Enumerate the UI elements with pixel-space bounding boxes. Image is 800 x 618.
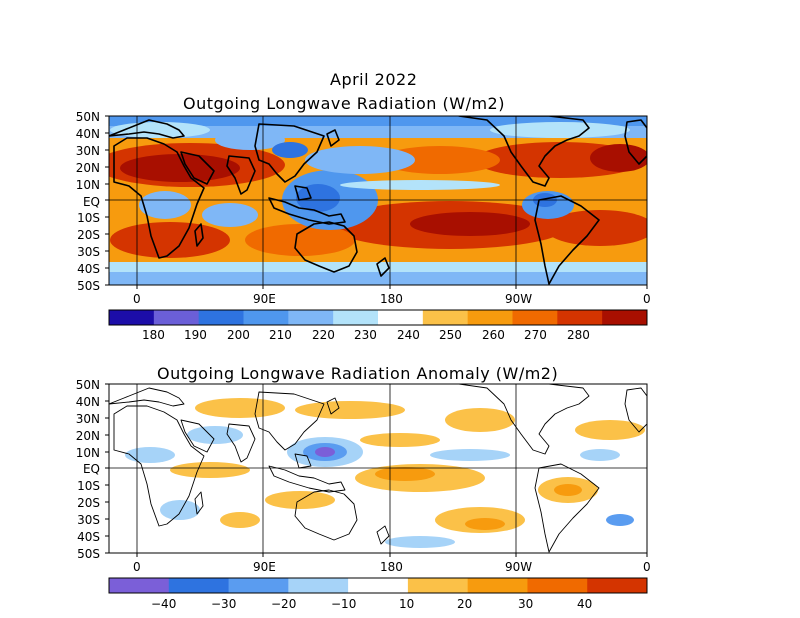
anomaly-lat-label: EQ (82, 462, 100, 476)
anomaly-colorbar (109, 578, 648, 593)
olr-colorbar-swatch (243, 310, 289, 325)
olr-lat-label: 10S (77, 211, 100, 225)
olr-colorbar-swatch (109, 310, 155, 325)
olr-colorbar-swatch (512, 310, 558, 325)
olr-colorbar-swatch (557, 310, 603, 325)
olr-lat-label: 50S (77, 279, 100, 293)
anomaly-colorbar-label: −40 (151, 597, 177, 611)
anomaly-colorbar-label: 30 (518, 597, 534, 611)
anomaly-lat-label: 50N (75, 378, 100, 392)
olr-colorbar-label: 180 (142, 328, 165, 342)
olr-map (109, 116, 647, 285)
anomaly-colorbar-label: 20 (457, 597, 473, 611)
olr-colorbar-label: 250 (439, 328, 462, 342)
olr-lon-label: 0 (133, 292, 141, 306)
olr-colorbar-label: 230 (354, 328, 377, 342)
olr-lon-label: 90E (253, 292, 276, 306)
olr-colorbar-label: 240 (397, 328, 420, 342)
anomaly-lat-label: 30N (75, 412, 100, 426)
olr-lat-label: 30N (75, 144, 100, 158)
anomaly-lon-label: 90E (253, 560, 276, 574)
olr-lat-label: 20N (75, 161, 100, 175)
anomaly-lon-label: 0 (643, 560, 651, 574)
anomaly-map-title: Outgoing Longwave Radiation Anomaly (W/m… (157, 364, 559, 383)
anomaly-lat-label: 50S (77, 547, 100, 561)
anomaly-lat-label: 20S (77, 496, 100, 510)
anomaly-colorbar-swatch (587, 578, 648, 593)
anomaly-colorbar-swatch (109, 578, 170, 593)
olr-lat-label: 40N (75, 127, 100, 141)
olr-colorbar-label: 220 (312, 328, 335, 342)
olr-lat-label: 20S (77, 228, 100, 242)
olr-lon-label: 0 (643, 292, 651, 306)
olr-lat-label: 30S (77, 245, 100, 259)
olr-colorbar-label: 260 (482, 328, 505, 342)
anomaly-colorbar-swatch (407, 578, 469, 593)
olr-colorbar-label: 210 (269, 328, 292, 342)
anomaly-map (109, 384, 647, 553)
anomaly-colorbar-label: −10 (331, 597, 357, 611)
olr-colorbar-swatch (153, 310, 200, 325)
olr-colorbar-swatch (602, 310, 648, 325)
anomaly-lon-label: 0 (133, 560, 141, 574)
olr-map-title: Outgoing Longwave Radiation (W/m2) (183, 94, 505, 113)
olr-colorbar-swatch (422, 310, 469, 325)
anomaly-colorbar-swatch (228, 578, 289, 593)
anomaly-lon-label: 90W (505, 560, 533, 574)
anomaly-lat-label: 40N (75, 395, 100, 409)
olr-colorbar-swatch (467, 310, 513, 325)
anomaly-colorbar-label: −30 (211, 597, 237, 611)
olr-colorbar-label: 200 (227, 328, 250, 342)
olr-lat-label: 50N (75, 110, 100, 124)
date-title: April 2022 (330, 70, 418, 89)
olr-colorbar-label: 280 (567, 328, 590, 342)
olr-lat-label: 40S (77, 262, 100, 276)
olr-colorbar-label: 190 (184, 328, 207, 342)
olr-colorbar-swatch (333, 310, 379, 325)
olr-lat-label: 10N (75, 178, 100, 192)
olr-lon-label: 90W (505, 292, 533, 306)
anomaly-colorbar-swatch (168, 578, 230, 593)
anomaly-colorbar-label: 40 (577, 597, 593, 611)
anomaly-lat-label: 10N (75, 446, 100, 460)
anomaly-lat-label: 20N (75, 429, 100, 443)
olr-lon-label: 180 (380, 292, 403, 306)
olr-lat-label: EQ (82, 195, 100, 209)
anomaly-colorbar-swatch (467, 578, 528, 593)
anomaly-colorbar-label: 10 (399, 597, 415, 611)
anomaly-colorbar-swatch (288, 578, 349, 593)
anomaly-lon-label: 180 (380, 560, 403, 574)
olr-colorbar-swatch (198, 310, 244, 325)
olr-colorbar-label: 270 (524, 328, 547, 342)
anomaly-colorbar-label: −20 (271, 597, 297, 611)
anomaly-colorbar-swatch (348, 578, 409, 593)
anomaly-lat-label: 10S (77, 479, 100, 493)
anomaly-lat-label: 30S (77, 513, 100, 527)
olr-colorbar (109, 310, 648, 325)
anomaly-colorbar-swatch (527, 578, 588, 593)
olr-colorbar-swatch (378, 310, 424, 325)
anomaly-lat-label: 40S (77, 530, 100, 544)
olr-colorbar-swatch (288, 310, 334, 325)
